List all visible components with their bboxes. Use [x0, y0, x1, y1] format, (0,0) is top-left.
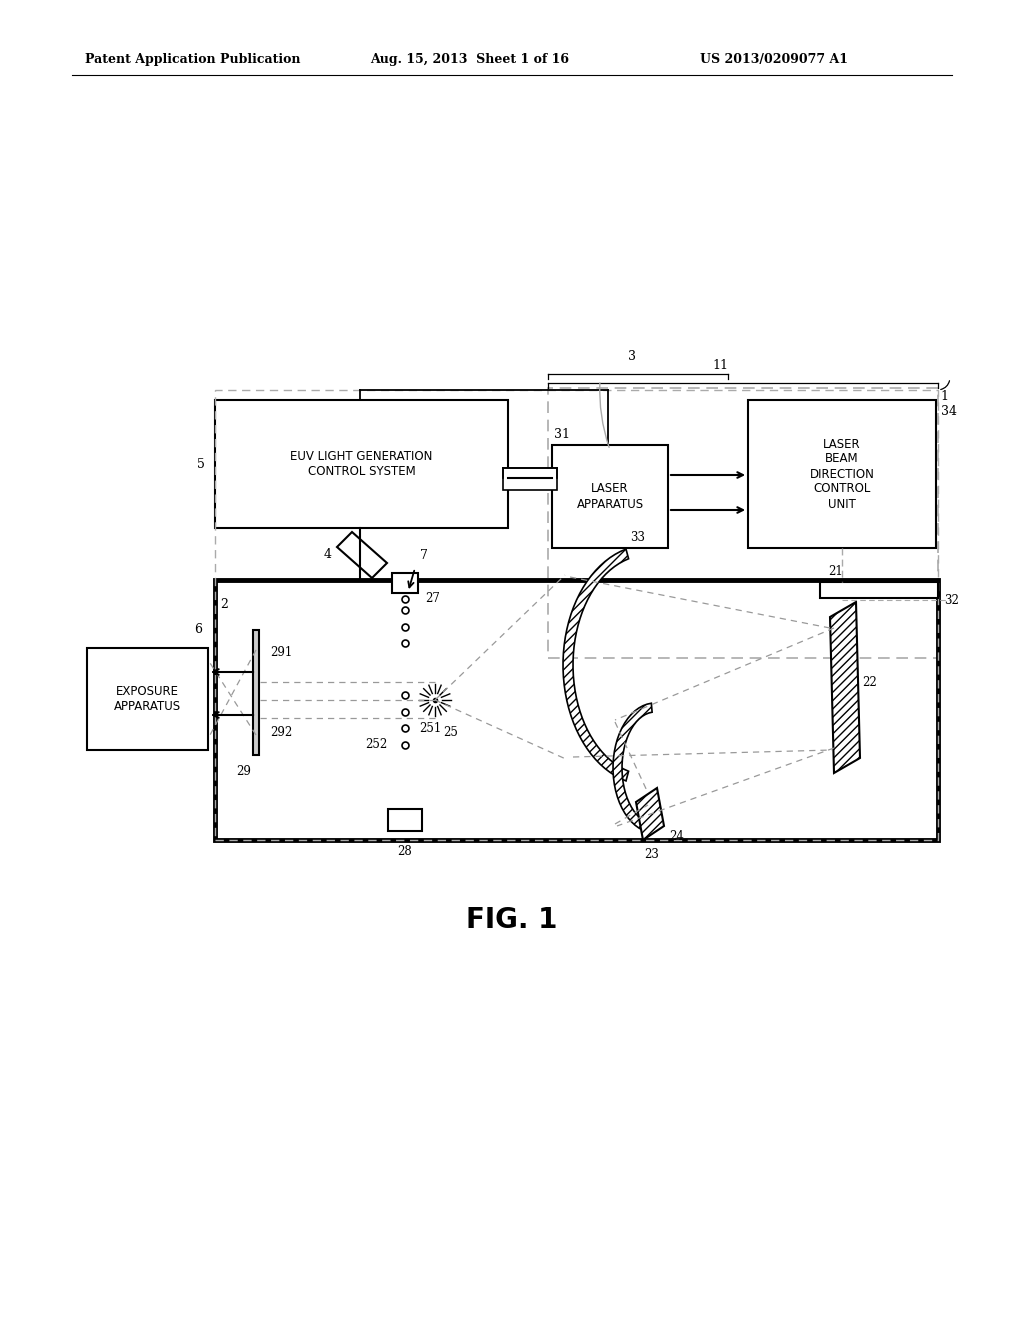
Text: EXPOSURE
APPARATUS: EXPOSURE APPARATUS — [114, 685, 181, 713]
Text: Patent Application Publication: Patent Application Publication — [85, 54, 300, 66]
Bar — [392, 573, 418, 593]
Text: 11: 11 — [712, 359, 728, 372]
Bar — [820, 582, 938, 598]
Text: US 2013/0209077 A1: US 2013/0209077 A1 — [700, 54, 848, 66]
Text: 4: 4 — [324, 549, 332, 561]
Bar — [552, 445, 668, 548]
Bar — [215, 400, 508, 528]
Bar — [87, 648, 208, 750]
Text: LASER
APPARATUS: LASER APPARATUS — [577, 483, 643, 511]
Bar — [748, 400, 936, 548]
Text: 5: 5 — [198, 458, 205, 470]
Text: 27: 27 — [425, 593, 440, 606]
Text: 22: 22 — [862, 676, 877, 689]
Text: 31: 31 — [554, 428, 570, 441]
Text: 252: 252 — [365, 738, 387, 751]
Text: 29: 29 — [237, 766, 251, 777]
Polygon shape — [563, 549, 629, 781]
Polygon shape — [253, 630, 259, 755]
Polygon shape — [613, 704, 652, 833]
Text: 33: 33 — [631, 531, 645, 544]
Text: 291: 291 — [270, 645, 292, 659]
Text: 251: 251 — [419, 722, 441, 734]
Bar — [548, 388, 938, 657]
Text: 292: 292 — [270, 726, 292, 739]
Text: 32: 32 — [944, 594, 958, 606]
Text: 24: 24 — [669, 830, 684, 843]
Polygon shape — [337, 532, 387, 578]
Text: EUV LIGHT GENERATION
CONTROL SYSTEM: EUV LIGHT GENERATION CONTROL SYSTEM — [291, 450, 433, 478]
Text: 28: 28 — [397, 845, 413, 858]
Text: 6: 6 — [194, 623, 202, 636]
Bar — [388, 809, 422, 832]
Bar — [503, 469, 557, 490]
Text: 23: 23 — [644, 847, 659, 861]
Text: 1: 1 — [940, 389, 948, 403]
Bar — [215, 579, 938, 840]
Polygon shape — [636, 788, 664, 840]
Text: FIG. 1: FIG. 1 — [466, 906, 558, 935]
Bar — [215, 389, 938, 840]
Text: 25: 25 — [443, 726, 458, 739]
Text: 21: 21 — [828, 565, 843, 578]
Text: 3: 3 — [628, 350, 636, 363]
Text: Aug. 15, 2013  Sheet 1 of 16: Aug. 15, 2013 Sheet 1 of 16 — [370, 54, 569, 66]
Text: 2: 2 — [220, 598, 228, 611]
Text: LASER
BEAM
DIRECTION
CONTROL
UNIT: LASER BEAM DIRECTION CONTROL UNIT — [810, 437, 874, 511]
Text: 34: 34 — [941, 405, 957, 418]
Polygon shape — [830, 602, 860, 774]
Text: 7: 7 — [420, 549, 428, 562]
